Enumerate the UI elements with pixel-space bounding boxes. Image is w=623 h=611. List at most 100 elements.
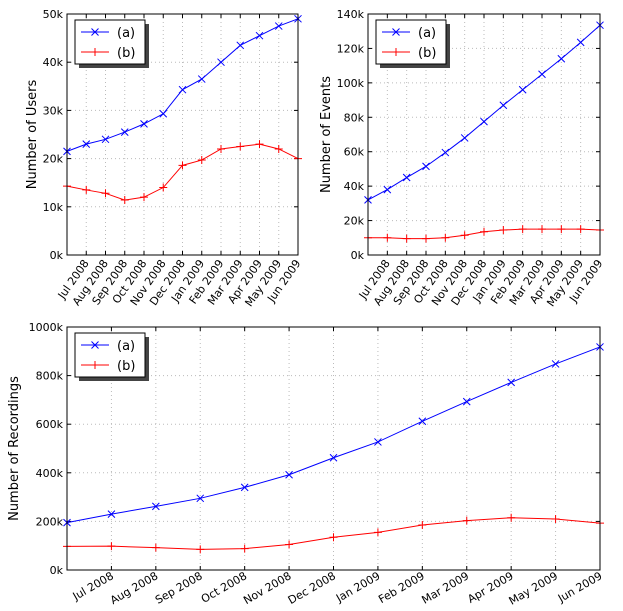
x-tick-label: Nov 2008 [241,569,293,607]
marker [329,533,338,542]
y-tick-label: 40k [43,56,64,69]
marker [107,510,116,518]
y-tick-label: 0k [351,249,365,262]
x-tick-label: Mar 2009 [420,569,472,606]
marker [499,101,508,110]
y-axis-label: Number of Events [319,76,334,193]
marker [538,225,546,234]
marker [402,173,411,182]
marker [499,226,508,235]
marker [107,542,116,551]
y-axis-label: Number of Users [25,80,40,190]
y-tick-label: 0k [50,249,64,262]
marker [197,75,206,83]
legend [74,19,146,65]
marker [329,453,338,462]
marker [507,513,516,522]
marker [551,360,560,368]
marker [91,28,99,36]
marker [274,22,283,30]
legend-label: (a) [117,26,135,41]
y-tick-label: 140k [337,8,365,21]
marker [140,120,148,128]
marker [422,162,430,171]
marker [159,183,168,192]
marker [91,361,99,369]
marker [576,38,585,47]
marker [392,48,400,56]
marker [240,544,249,553]
marker [236,41,245,50]
marker [196,545,205,554]
marker [101,189,110,198]
x-tick-label: Sep 2008 [153,569,205,606]
marker [159,109,168,118]
marker [217,144,225,153]
y-tick-label: 10k [43,201,64,214]
marker [392,28,400,36]
x-tick-label: Jan 2009 [333,569,382,605]
marker [460,134,469,142]
x-tick-label: May 2009 [507,569,560,607]
marker [518,225,527,234]
legend [74,332,146,378]
marker [576,225,585,234]
y-tick-label: 800k [36,370,64,383]
plot-frame [367,13,601,256]
y-tick-label: 40k [344,180,365,193]
marker [422,234,430,243]
marker [418,417,427,426]
marker [151,543,160,552]
y-tick-label: 50k [43,8,64,21]
x-tick-label: Feb 2009 [376,569,427,606]
plot-frame [66,13,299,256]
marker [480,227,488,236]
y-tick-label: 80k [344,111,365,124]
marker [373,528,382,537]
marker [196,494,205,503]
marker [91,341,99,349]
legend-label: (b) [117,359,135,374]
marker [274,144,283,153]
y-tick-label: 30k [43,104,64,117]
y-tick-label: 400k [36,467,64,480]
marker [91,48,99,56]
marker [285,540,294,549]
marker [518,85,527,94]
marker [538,70,546,79]
plot-frame [66,326,601,571]
x-tick-label: Dec 2008 [286,569,338,607]
y-tick-label: 0k [50,564,64,577]
marker [557,225,566,234]
marker [240,483,249,492]
marker [460,231,469,240]
marker [178,85,187,94]
marker [255,140,264,149]
y-tick-label: 100k [337,77,365,90]
y-tick-label: 60k [344,146,365,159]
marker [383,185,392,194]
marker [82,140,91,148]
marker [197,156,206,165]
marker [551,514,560,523]
marker [441,148,450,157]
legend-label: (a) [418,26,436,41]
marker [151,502,160,511]
marker [255,31,264,40]
marker [217,58,225,67]
marker [402,234,411,243]
legend-label: (a) [117,339,135,354]
marker [101,135,110,144]
legend-label: (b) [117,46,135,61]
legend [375,19,447,65]
marker [374,438,382,446]
y-tick-label: 20k [344,215,365,228]
marker [120,196,129,205]
y-axis-label: Number of Recordings [7,376,22,521]
marker [418,521,427,530]
marker [480,117,488,126]
marker [441,233,450,242]
marker [140,193,148,202]
marker [462,516,471,525]
